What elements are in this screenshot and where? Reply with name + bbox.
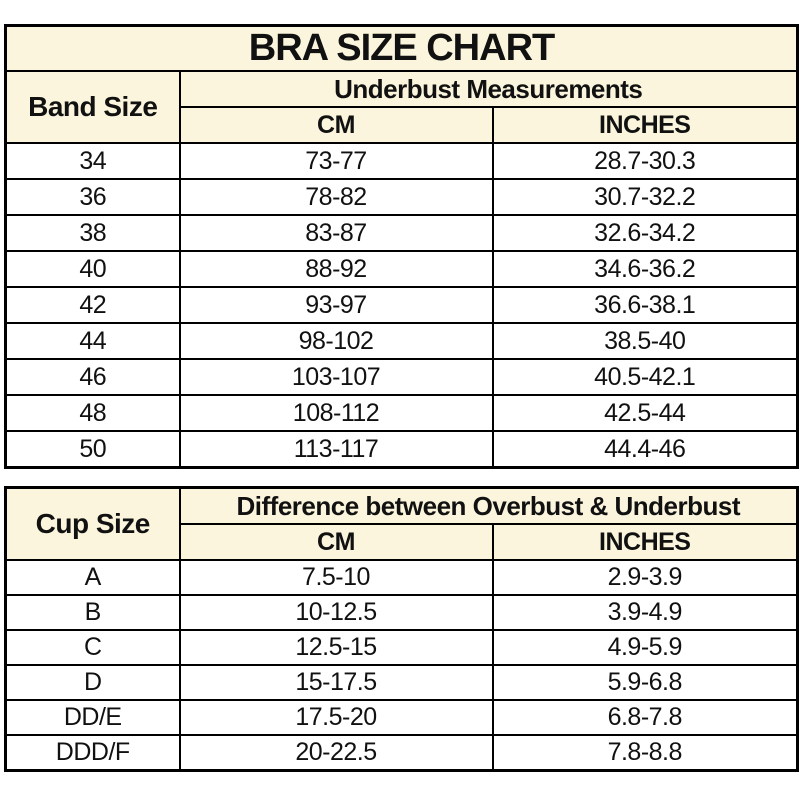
table-row: DDD/F 20-22.5 7.8-8.8 (4, 734, 799, 772)
band-size-cell: 46 (4, 358, 181, 396)
cup-size-cell: A (4, 559, 181, 596)
cm-range-cell: 98-102 (178, 322, 494, 360)
band-size-cell: 36 (4, 178, 181, 216)
cup-size-header: Cup Size (4, 486, 181, 561)
inches-range-cell: 4.9-5.9 (491, 629, 799, 666)
underbust-measurements-header: Underbust Measurements (178, 70, 799, 108)
table-row: B 10-12.5 3.9-4.9 (4, 594, 799, 631)
table-row: DD/E 17.5-20 6.8-7.8 (4, 699, 799, 736)
band-size-cell: 42 (4, 286, 181, 324)
subheader-row: CM INCHES (6, 523, 799, 561)
table-row: 42 93-97 36.6-38.1 (4, 286, 799, 324)
chart-title: BRA SIZE CHART (4, 24, 799, 72)
title-row: BRA SIZE CHART (4, 24, 799, 72)
cm-range-cell: 10-12.5 (178, 594, 494, 631)
cm-range-cell: 7.5-10 (178, 559, 494, 596)
inches-range-cell: 30.7-32.2 (491, 178, 799, 216)
cm-range-cell: 103-107 (178, 358, 494, 396)
table-row: 48 108-112 42.5-44 (4, 394, 799, 432)
subheader-row: CM INCHES (6, 106, 799, 144)
cm-range-cell: 15-17.5 (178, 664, 494, 701)
table-row: D 15-17.5 5.9-6.8 (4, 664, 799, 701)
inches-range-cell: 5.9-6.8 (491, 664, 799, 701)
table-row: A 7.5-10 2.9-3.9 (4, 559, 799, 596)
cm-column-header: CM (178, 106, 494, 144)
inches-range-cell: 28.7-30.3 (491, 142, 799, 180)
cm-range-cell: 78-82 (178, 178, 494, 216)
table-row: 46 103-107 40.5-42.1 (4, 358, 799, 396)
cm-column-header: CM (178, 523, 494, 561)
band-size-cell: 48 (4, 394, 181, 432)
cup-size-cell: D (4, 664, 181, 701)
cm-range-cell: 93-97 (178, 286, 494, 324)
table-row: 44 98-102 38.5-40 (4, 322, 799, 360)
table-row: C 12.5-15 4.9-5.9 (4, 629, 799, 666)
cm-range-cell: 113-117 (178, 430, 494, 469)
cm-range-cell: 88-92 (178, 250, 494, 288)
table-row: 40 88-92 34.6-36.2 (4, 250, 799, 288)
table-row: 34 73-77 28.7-30.3 (4, 142, 799, 180)
group-header-row: Band Size Underbust Measurements (4, 70, 799, 144)
inches-range-cell: 40.5-42.1 (491, 358, 799, 396)
cup-size-table: Cup Size Difference between Overbust & U… (4, 486, 799, 772)
inches-range-cell: 7.8-8.8 (491, 734, 799, 772)
cm-range-cell: 83-87 (178, 214, 494, 252)
band-size-cell: 50 (4, 430, 181, 469)
inches-column-header: INCHES (491, 106, 799, 144)
inches-range-cell: 34.6-36.2 (491, 250, 799, 288)
inches-range-cell: 3.9-4.9 (491, 594, 799, 631)
table-row: 38 83-87 32.6-34.2 (4, 214, 799, 252)
inches-range-cell: 42.5-44 (491, 394, 799, 432)
cm-range-cell: 108-112 (178, 394, 494, 432)
inches-range-cell: 44.4-46 (491, 430, 799, 469)
band-size-cell: 44 (4, 322, 181, 360)
cup-size-cell: B (4, 594, 181, 631)
cm-range-cell: 73-77 (178, 142, 494, 180)
inches-range-cell: 32.6-34.2 (491, 214, 799, 252)
inches-range-cell: 2.9-3.9 (491, 559, 799, 596)
table-row: 36 78-82 30.7-32.2 (4, 178, 799, 216)
cup-size-cell: C (4, 629, 181, 666)
cup-size-cell: DD/E (4, 699, 181, 736)
table-row: 50 113-117 44.4-46 (4, 430, 799, 469)
band-size-cell: 38 (4, 214, 181, 252)
size-chart-page: BRA SIZE CHART Band Size Underbust Measu… (4, 24, 799, 772)
band-size-cell: 34 (4, 142, 181, 180)
group-header-row: Cup Size Difference between Overbust & U… (4, 486, 799, 561)
band-size-header: Band Size (4, 70, 181, 144)
cm-range-cell: 17.5-20 (178, 699, 494, 736)
band-size-cell: 40 (4, 250, 181, 288)
cm-range-cell: 20-22.5 (178, 734, 494, 772)
difference-header: Difference between Overbust & Underbust (178, 486, 799, 525)
inches-range-cell: 38.5-40 (491, 322, 799, 360)
cm-range-cell: 12.5-15 (178, 629, 494, 666)
inches-column-header: INCHES (491, 523, 799, 561)
cup-size-cell: DDD/F (4, 734, 181, 772)
inches-range-cell: 36.6-38.1 (491, 286, 799, 324)
band-size-table: BRA SIZE CHART Band Size Underbust Measu… (4, 24, 799, 469)
inches-range-cell: 6.8-7.8 (491, 699, 799, 736)
